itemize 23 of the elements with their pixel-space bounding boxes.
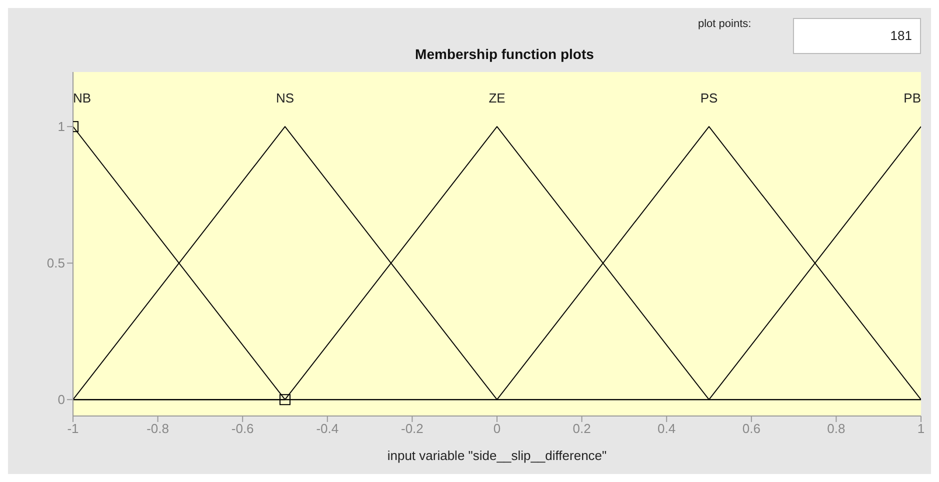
y-tick-label: 0.5 bbox=[46, 256, 65, 271]
x-tick-label: -0.2 bbox=[400, 421, 424, 436]
x-tick-label: 0 bbox=[493, 421, 501, 436]
series-label: PB bbox=[904, 90, 921, 106]
x-tick-label: 0.8 bbox=[827, 421, 846, 436]
x-tick-label: 1 bbox=[917, 421, 925, 436]
y-tick-label: 0 bbox=[58, 392, 65, 408]
series-label: NB bbox=[73, 90, 92, 106]
x-tick-label: -0.6 bbox=[231, 421, 254, 436]
x-tick-label: 0.6 bbox=[742, 421, 760, 436]
x-axis-title: input variable "side__slip__difference" bbox=[387, 448, 608, 463]
series-label: PS bbox=[700, 90, 718, 106]
text-field: 181 bbox=[793, 18, 921, 54]
y-tick-label: 1 bbox=[58, 119, 65, 134]
x-tick-label: -0.8 bbox=[146, 421, 170, 436]
series-label: NS bbox=[276, 90, 294, 106]
x-tick-label: -0.4 bbox=[316, 421, 339, 436]
x-tick-label: -1 bbox=[67, 421, 79, 436]
text: plot points: bbox=[698, 18, 752, 30]
series-label: ZE bbox=[488, 90, 506, 106]
chart-title: Membership function plots bbox=[415, 46, 594, 62]
x-tick-label: 0.2 bbox=[572, 421, 591, 436]
x-tick-label: 0.4 bbox=[658, 421, 676, 436]
